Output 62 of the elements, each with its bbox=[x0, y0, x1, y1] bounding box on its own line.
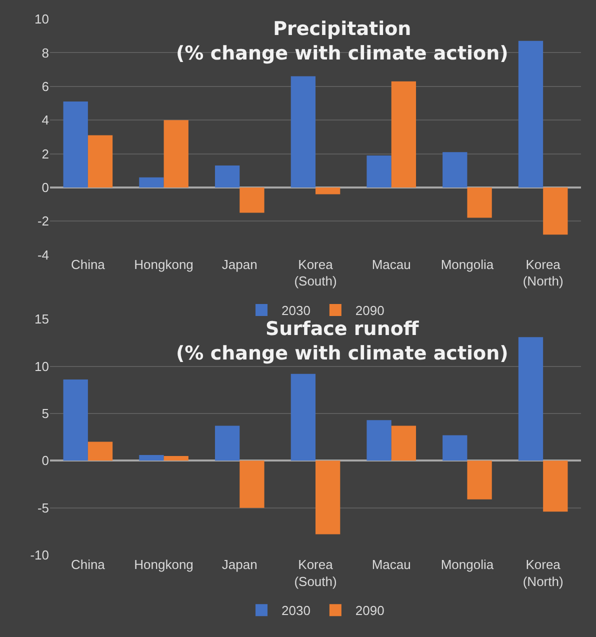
bar bbox=[164, 456, 188, 461]
legend-label: 2030 bbox=[282, 303, 310, 318]
y-tick-label: -4 bbox=[37, 247, 49, 262]
bar bbox=[442, 152, 468, 188]
x-tick-label: Hongkong bbox=[134, 256, 194, 272]
legend-label: 2030 bbox=[282, 603, 310, 618]
bar bbox=[316, 460, 340, 534]
bar bbox=[139, 177, 164, 188]
text: Precipitation (% change with climate action) bbox=[176, 18, 508, 65]
bar bbox=[543, 460, 568, 512]
bar bbox=[290, 374, 316, 461]
y-tick-label: 10 bbox=[34, 358, 49, 374]
x-tick-label: Mongolia bbox=[440, 557, 494, 572]
x-tick-label: Japan bbox=[222, 256, 258, 272]
x-tick-label: China bbox=[70, 557, 106, 572]
bar bbox=[366, 420, 392, 461]
bar bbox=[214, 166, 240, 188]
y-tick-label: 8 bbox=[42, 45, 49, 60]
y-tick-label: 5 bbox=[42, 406, 49, 422]
x-tick-label: Japan bbox=[222, 557, 258, 572]
bar bbox=[391, 81, 416, 188]
bar bbox=[518, 337, 544, 461]
y-tick-label: 4 bbox=[42, 112, 49, 128]
bar bbox=[88, 442, 113, 461]
x-tick-label: Macau bbox=[372, 557, 411, 572]
y-tick-label: 2 bbox=[42, 146, 49, 162]
x-tick-label: Korea (South) bbox=[294, 256, 337, 289]
y-tick-label: -10 bbox=[30, 548, 49, 563]
bar bbox=[164, 120, 188, 188]
bar bbox=[139, 455, 164, 461]
y-tick-label: 0 bbox=[42, 453, 49, 468]
bar bbox=[467, 187, 492, 218]
x-tick-label: Korea (North) bbox=[522, 256, 564, 289]
legend-label: 2090 bbox=[355, 303, 384, 318]
y-tick-label: 0 bbox=[42, 180, 49, 196]
text: Surface runoff (% change with climate action) bbox=[176, 318, 508, 365]
bar bbox=[442, 435, 468, 461]
bar bbox=[214, 426, 240, 461]
bar bbox=[63, 102, 88, 188]
bar bbox=[366, 155, 392, 188]
bar bbox=[316, 187, 340, 194]
y-tick-label: -5 bbox=[37, 500, 49, 516]
x-tick-label: Hongkong bbox=[134, 557, 194, 572]
bar bbox=[240, 187, 264, 213]
x-tick-label: Korea (North) bbox=[522, 557, 564, 589]
y-tick-label: -2 bbox=[37, 214, 49, 229]
x-tick-label: Mongolia bbox=[440, 256, 494, 272]
x-tick-label: Macau bbox=[372, 256, 411, 272]
x-tick-label: Korea (South) bbox=[294, 557, 337, 589]
bar bbox=[518, 40, 544, 188]
bar bbox=[467, 460, 492, 500]
x-tick-label: China bbox=[70, 256, 106, 272]
legend-label: 2090 bbox=[355, 603, 384, 618]
y-tick-label: 10 bbox=[34, 12, 49, 27]
bar bbox=[290, 76, 316, 188]
bar bbox=[63, 380, 88, 461]
bar bbox=[88, 135, 113, 188]
y-tick-label: 15 bbox=[34, 312, 49, 327]
bar bbox=[240, 460, 264, 508]
y-tick-label: 6 bbox=[42, 78, 49, 94]
bar bbox=[543, 187, 568, 235]
bar bbox=[391, 426, 416, 461]
